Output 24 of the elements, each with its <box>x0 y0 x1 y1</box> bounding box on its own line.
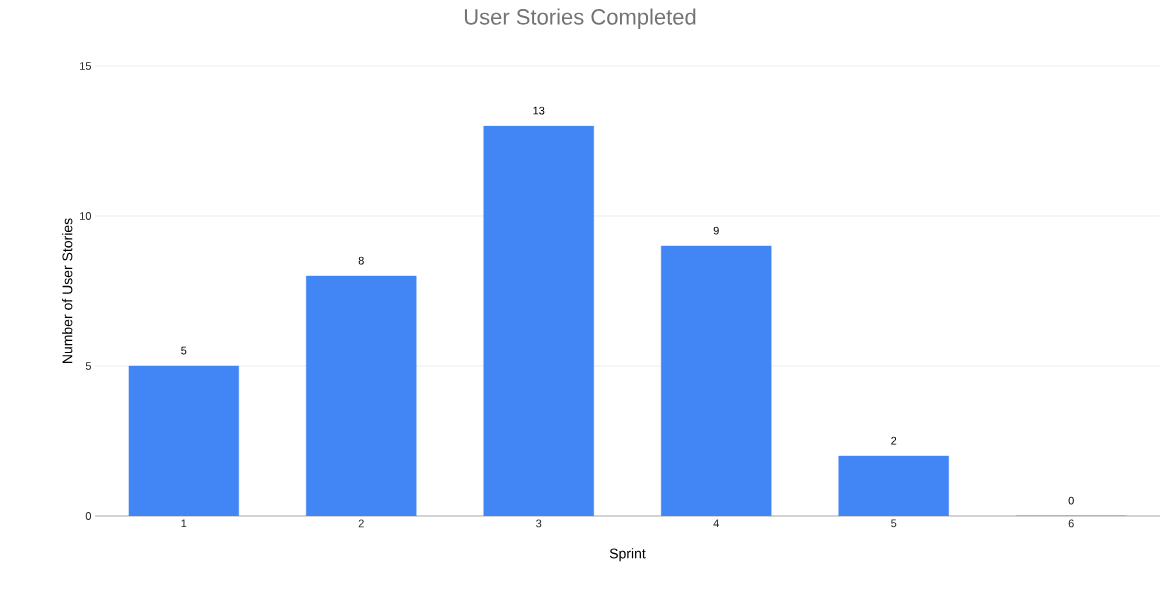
y-tick-label: 5 <box>85 362 91 370</box>
x-tick-label: 5 <box>891 519 897 528</box>
data-label: 9 <box>713 226 719 235</box>
y-tick-label: 0 <box>85 512 92 520</box>
x-axis-title: Sprint <box>609 548 646 562</box>
bar <box>483 125 594 516</box>
y-tick-label: 15 <box>80 62 91 70</box>
data-label: 5 <box>181 346 187 355</box>
data-label: 2 <box>891 436 897 445</box>
x-tick-label: 6 <box>1068 519 1074 528</box>
bar <box>838 455 949 516</box>
x-tick-label: 2 <box>358 519 364 528</box>
bar <box>306 275 417 516</box>
x-tick-label: 4 <box>713 519 719 528</box>
x-tick-label: 3 <box>536 519 542 528</box>
bar <box>661 245 772 516</box>
bar <box>128 365 239 516</box>
data-label: 8 <box>358 256 364 265</box>
chart-title: User Stories Completed <box>464 8 696 30</box>
y-tick-label: 10 <box>80 212 92 220</box>
data-label: 0 <box>1068 496 1074 505</box>
y-axis-title: Number of User Stories <box>62 218 73 363</box>
x-tick-label: 1 <box>181 519 187 528</box>
data-label: 13 <box>533 106 545 115</box>
